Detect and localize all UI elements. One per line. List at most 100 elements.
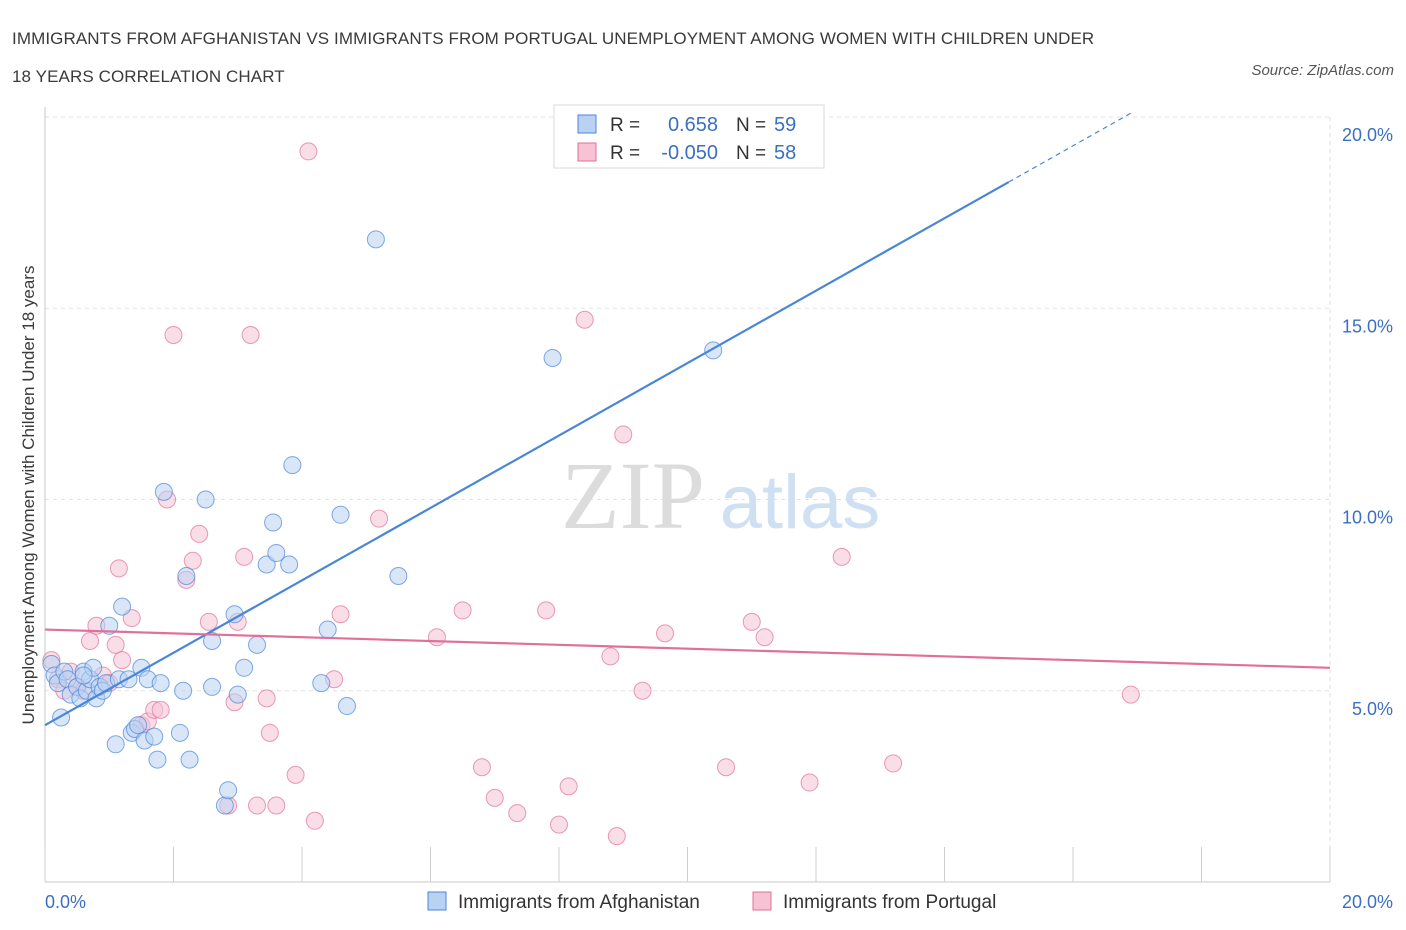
data-point-portugal [575, 310, 594, 329]
legend-label-portugal: Immigrants from Portugal [783, 892, 996, 913]
series-afghanistan-points [42, 230, 723, 815]
legend-swatch-blue [577, 114, 597, 134]
legend-n-value: 59 [774, 114, 796, 136]
stats-legend: R = 0.658 N = 59 R = -0.050 N = 58 [553, 104, 825, 169]
source-label: Source: ZipAtlas.com [1251, 62, 1394, 79]
data-point-portugal [601, 647, 620, 666]
data-point-portugal [267, 796, 286, 815]
data-point-afghanistan [203, 632, 222, 651]
chart-title-line1: IMMIGRANTS FROM AFGHANISTAN VS IMMIGRANT… [12, 29, 1095, 48]
data-point-afghanistan [280, 555, 299, 574]
data-point-portugal [113, 651, 132, 670]
data-point-portugal [656, 624, 675, 643]
data-point-portugal [151, 700, 170, 719]
data-point-afghanistan [248, 635, 267, 654]
data-point-afghanistan [235, 658, 254, 677]
data-point-portugal [299, 142, 318, 161]
data-point-afghanistan [264, 513, 283, 532]
data-point-afghanistan [174, 681, 193, 700]
data-point-portugal [550, 815, 568, 834]
data-point-portugal [884, 754, 903, 773]
watermark-zip: ZIP [561, 442, 705, 549]
data-point-portugal [164, 326, 183, 345]
data-point-afghanistan [106, 735, 125, 754]
chart-title-line2: 18 YEARS CORRELATION CHART [12, 67, 285, 86]
data-point-portugal [235, 547, 254, 566]
data-point-portugal [607, 827, 626, 846]
data-point-afghanistan [170, 723, 189, 742]
data-point-afghanistan [331, 505, 350, 524]
data-point-portugal [80, 632, 99, 651]
data-point-afghanistan [145, 727, 164, 746]
legend-swatch-afghanistan [427, 891, 447, 911]
data-point-portugal [122, 609, 141, 628]
data-point-portugal [331, 605, 350, 624]
data-point-afghanistan [154, 482, 173, 501]
data-point-afghanistan [180, 750, 199, 769]
data-point-portugal [257, 689, 276, 708]
data-point-portugal [633, 681, 652, 700]
data-point-afghanistan [151, 674, 170, 693]
legend-r-label: R = [610, 143, 640, 164]
stats-legend-box [553, 104, 825, 169]
legend-r-value: 0.658 [668, 114, 718, 136]
data-point-afghanistan [203, 677, 222, 696]
data-point-portugal [286, 765, 305, 784]
data-point-portugal [199, 612, 218, 631]
legend-swatch-pink [577, 142, 597, 162]
legend-swatch-portugal [752, 891, 772, 911]
data-point-portugal [717, 758, 736, 777]
data-point-portugal [755, 628, 774, 647]
legend-n-value: 58 [774, 142, 796, 164]
data-point-afghanistan [283, 456, 302, 475]
data-point-afghanistan [148, 750, 167, 769]
data-point-afghanistan [113, 597, 132, 616]
data-point-afghanistan [219, 781, 238, 800]
chart-title: IMMIGRANTS FROM AFGHANISTAN VS IMMIGRANT… [12, 20, 1094, 96]
data-point-portugal [508, 804, 527, 823]
legend-n-label: N = [736, 115, 766, 136]
data-point-afghanistan [177, 567, 196, 585]
x-tick-label: 20.0% [1342, 892, 1393, 912]
data-point-portugal [832, 547, 851, 566]
data-point-portugal [453, 601, 472, 620]
series-legend: Immigrants from Afghanistan Immigrants fr… [427, 891, 996, 913]
data-point-portugal [559, 777, 578, 796]
data-point-afghanistan [100, 616, 119, 635]
data-point-portugal [305, 811, 324, 830]
data-point-portugal [248, 796, 267, 815]
data-point-portugal [183, 551, 202, 570]
y-tick-label: 15.0% [1342, 316, 1393, 336]
legend-label-afghanistan: Immigrants from Afghanistan [458, 892, 700, 913]
data-point-afghanistan [257, 555, 276, 574]
data-point-portugal [1121, 685, 1140, 704]
data-point-afghanistan [312, 674, 331, 693]
x-tick-label: 0.0% [45, 892, 86, 912]
y-tick-label: 10.0% [1342, 508, 1393, 528]
data-point-afghanistan [215, 796, 234, 815]
legend-n-label: N = [736, 143, 766, 164]
data-point-portugal [260, 723, 279, 742]
data-point-portugal [370, 509, 389, 528]
data-point-afghanistan [196, 490, 215, 509]
watermark-atlas: atlas [720, 460, 881, 545]
data-point-portugal [241, 326, 260, 345]
data-point-portugal [472, 758, 491, 777]
data-point-portugal [537, 601, 556, 620]
data-point-afghanistan [267, 544, 286, 563]
data-point-afghanistan [74, 666, 93, 685]
y-axis-label: Unemployment Among Women with Children U… [19, 266, 38, 725]
data-point-afghanistan [337, 697, 356, 716]
legend-r-value: -0.050 [661, 142, 718, 164]
y-tick-labels: 5.0% 10.0% 15.0% 20.0% [1342, 125, 1393, 719]
axes [44, 107, 1331, 883]
data-point-afghanistan [228, 685, 247, 704]
data-point-afghanistan [543, 348, 562, 367]
data-point-afghanistan [318, 620, 337, 639]
data-point-afghanistan [129, 716, 148, 735]
data-point-portugal [800, 773, 819, 792]
trend-line-portugal [44, 628, 1331, 669]
watermark: ZIP atlas [561, 442, 880, 549]
y-tick-label: 20.0% [1342, 125, 1393, 145]
